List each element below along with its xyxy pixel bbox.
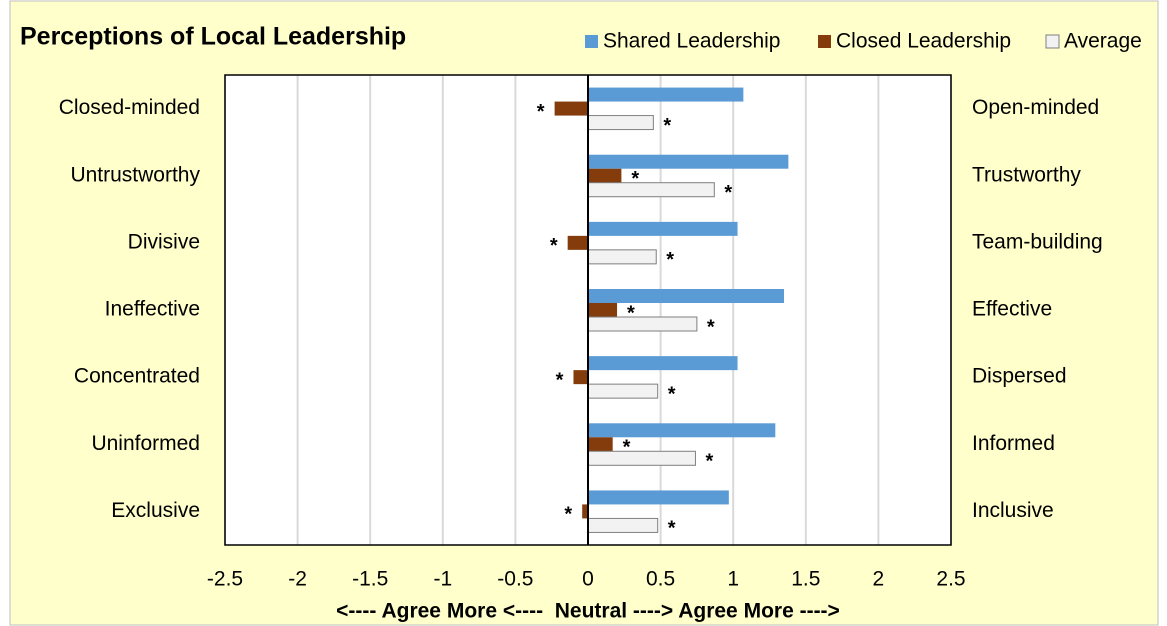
bar — [588, 154, 789, 169]
y-tick-label: Divisive — [128, 230, 200, 253]
data-label: * — [724, 182, 732, 204]
y-tick-label-right: Trustworthy — [972, 163, 1081, 186]
x-tick-label: -2 — [288, 568, 307, 591]
data-label: * — [666, 249, 674, 271]
legend-swatch — [1045, 34, 1060, 49]
bar — [582, 504, 588, 519]
legend-label: Closed Leadership — [836, 30, 1011, 53]
x-tick-label: 1 — [727, 568, 739, 591]
x-tick-label: -1 — [433, 568, 452, 591]
data-label: * — [550, 235, 558, 257]
data-label: * — [663, 115, 671, 137]
y-tick-label: Ineffective — [105, 298, 200, 321]
data-label: * — [631, 168, 639, 190]
bar — [567, 235, 588, 250]
y-tick-label-right: Informed — [972, 432, 1055, 455]
data-label: * — [564, 504, 572, 526]
x-tick-label: 2.5 — [936, 568, 965, 591]
y-tick-label-right: Dispersed — [972, 365, 1067, 388]
bar — [588, 423, 776, 438]
bar — [588, 221, 738, 236]
data-label: * — [707, 316, 715, 338]
x-tick-label: -0.5 — [497, 568, 533, 591]
bar — [587, 316, 698, 332]
x-tick-label: 0 — [582, 568, 594, 591]
bar — [588, 303, 618, 317]
data-label: * — [556, 369, 564, 391]
y-tick-label: Exclusive — [111, 499, 200, 522]
bar — [554, 101, 588, 116]
bar — [588, 168, 622, 183]
y-tick-label: Uninformed — [91, 432, 200, 455]
bar — [588, 289, 785, 303]
y-tick-label: Concentrated — [74, 365, 200, 388]
bar — [588, 437, 613, 452]
data-label: * — [705, 451, 713, 473]
data-label: * — [537, 101, 545, 123]
legend-swatch — [585, 35, 598, 48]
legend-swatch — [818, 35, 831, 48]
y-tick-label-right: Effective — [972, 298, 1052, 321]
bar — [587, 517, 659, 533]
x-tick-label: -1.5 — [352, 568, 388, 591]
bar — [587, 249, 657, 265]
bar — [587, 182, 715, 198]
y-tick-label-right: Inclusive — [972, 499, 1054, 522]
y-tick-label-right: Team-building — [972, 230, 1103, 253]
bar — [573, 370, 588, 385]
data-label: * — [627, 302, 635, 324]
x-tick-label: 1.5 — [791, 568, 820, 591]
x-tick-label: -2.5 — [207, 568, 243, 591]
legend-label: Shared Leadership — [603, 30, 780, 53]
x-axis-label: <---- Agree More <---- Neutral ----> Agr… — [336, 600, 840, 623]
bar — [587, 383, 659, 399]
y-tick-label-right: Open-minded — [972, 96, 1099, 119]
bar — [588, 490, 729, 505]
data-label: * — [668, 518, 676, 540]
bar — [588, 87, 744, 102]
x-tick-label: 2 — [873, 568, 885, 591]
data-label: * — [668, 383, 676, 405]
y-tick-label: Closed-minded — [59, 96, 200, 119]
bar — [588, 356, 738, 371]
y-tick-label: Untrustworthy — [70, 163, 200, 186]
data-label: * — [623, 437, 631, 459]
bar — [587, 115, 654, 131]
chart-title: Perceptions of Local Leadership — [20, 23, 406, 51]
legend-label: Average — [1064, 30, 1142, 53]
x-tick-label: 0.5 — [646, 568, 675, 591]
bar — [587, 450, 696, 466]
